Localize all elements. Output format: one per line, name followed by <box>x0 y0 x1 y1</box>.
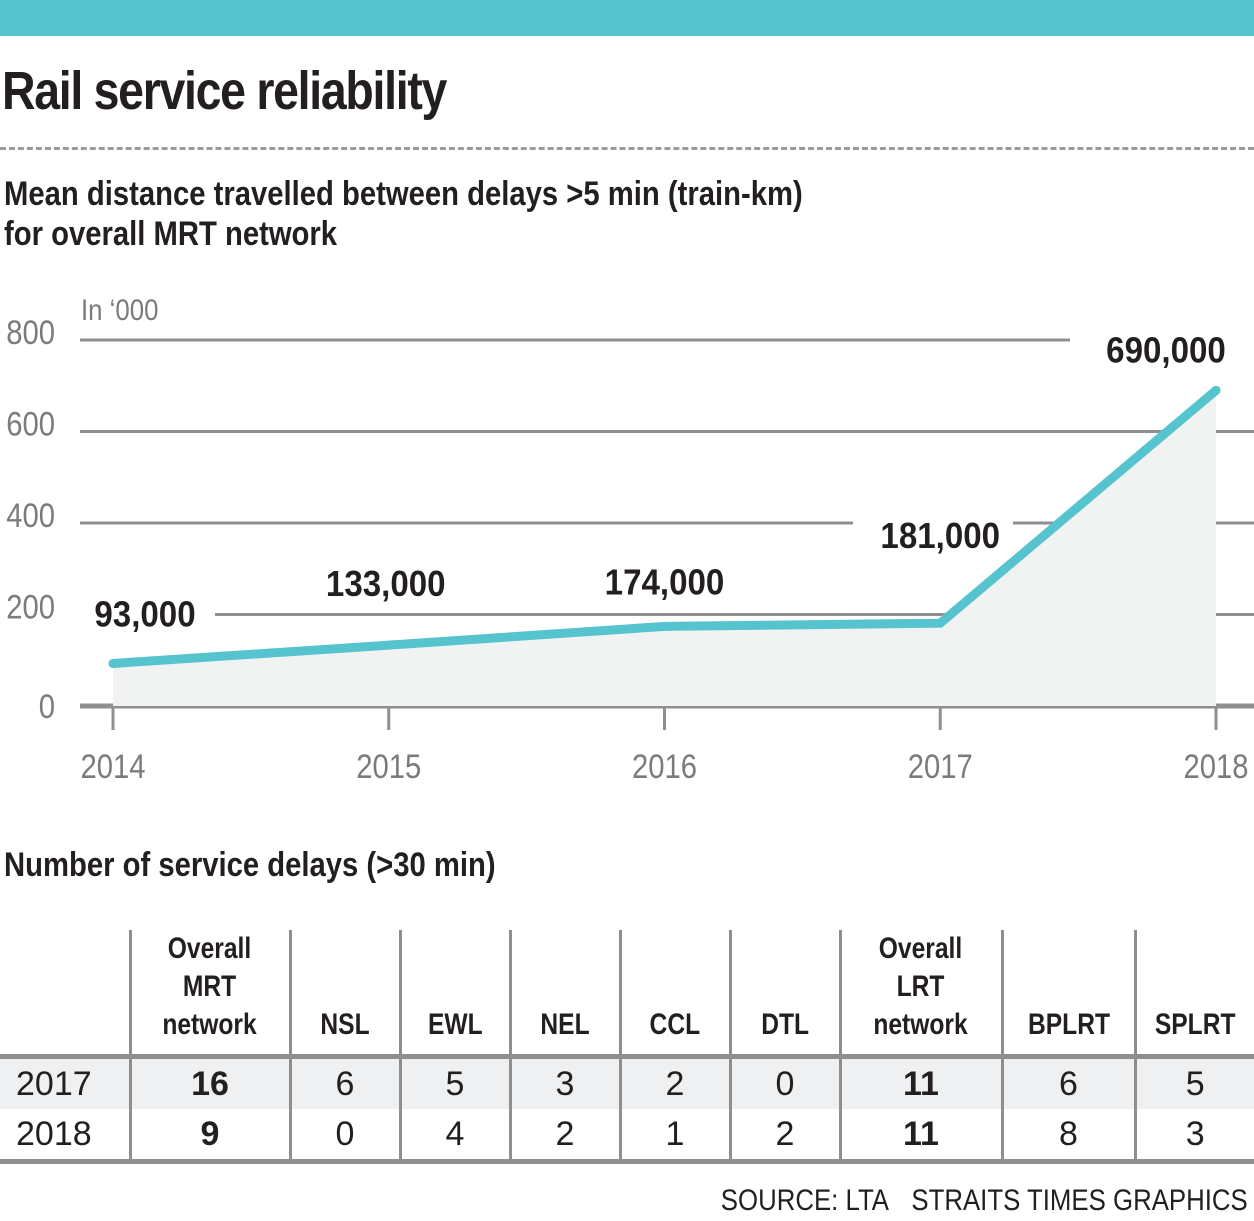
dashed-divider <box>0 147 1254 150</box>
x-tick-label: 2018 <box>1183 747 1248 786</box>
row-year: 2017 <box>16 1064 92 1103</box>
table-cell: 2 <box>728 1109 840 1162</box>
y-tick-label: 400 <box>6 496 55 535</box>
data-point <box>1211 385 1221 395</box>
header-label-line: CCL <box>649 1008 701 1041</box>
data-point <box>108 658 118 668</box>
header-label-line: NEL <box>540 1008 590 1041</box>
header-label: NEL <box>540 1006 589 1044</box>
header-label-line: Overall <box>879 932 963 965</box>
y-axis-ticks: 200 400 600 800 0 <box>6 313 55 726</box>
header-label: CCL <box>650 1006 701 1044</box>
credit-text: STRAITS TIMES GRAPHICS <box>911 1184 1248 1217</box>
table-cell: 9 <box>128 1109 290 1162</box>
header-label-line: network <box>162 1008 258 1041</box>
data-label: 93,000 <box>94 595 195 635</box>
table-cell: 11 <box>838 1109 1002 1162</box>
accent-bar <box>0 0 1254 36</box>
y-tick-label: 0 <box>39 687 55 726</box>
header-label-line: MRT <box>183 970 237 1003</box>
table-cell: 2 <box>618 1056 730 1109</box>
table-cell: 2 <box>508 1109 620 1162</box>
table-cell: 6 <box>288 1056 400 1109</box>
header-label: DTL <box>761 1006 809 1044</box>
table-row: 2018 9 0 4 2 1 2 11 8 3 <box>0 1109 1254 1162</box>
delays-table: Overall MRT network NSL EWL NEL CCL DTL Overall L… <box>0 930 1254 1164</box>
source-text: SOURCE: LTA <box>721 1184 890 1217</box>
header-label: Overall MRT network <box>163 930 257 1044</box>
table-cell: 1 <box>618 1109 730 1162</box>
header-label: EWL <box>428 1006 483 1044</box>
y-tick-label: 200 <box>6 587 55 626</box>
header-cell: Overall MRT network <box>128 930 290 1057</box>
header-label: NSL <box>320 1006 369 1044</box>
table-cell: 4 <box>398 1109 510 1162</box>
header-cell: NEL <box>508 930 620 1057</box>
header-label: BPLRT <box>1028 1006 1110 1044</box>
header-label-line: SPLRT <box>1154 1008 1236 1041</box>
table-cell: 11 <box>838 1056 1002 1109</box>
header-label-line: NSL <box>320 1008 370 1041</box>
header-cell: EWL <box>398 930 510 1057</box>
y-unit-label: In ‘000 <box>81 293 158 326</box>
header-label-line: LRT <box>897 970 945 1003</box>
table-cell: 6 <box>1000 1056 1135 1109</box>
header-cell: NSL <box>288 930 400 1057</box>
data-point <box>384 640 394 650</box>
source-credit: SOURCE: LTA STRAITS TIMES GRAPHICS <box>721 1184 1248 1218</box>
area-fill-layer <box>113 390 1216 706</box>
data-point <box>660 621 669 631</box>
x-tick-label: 2016 <box>632 747 697 786</box>
row-year: 2018 <box>16 1114 92 1153</box>
header-label-line: Overall <box>168 932 252 965</box>
x-axis-ticks: 2014 2015 2016 2017 2018 <box>80 706 1249 786</box>
data-label: 690,000 <box>1106 331 1226 371</box>
x-tick-label: 2015 <box>356 747 421 786</box>
y-tick-label: 800 <box>6 313 55 352</box>
chart-title: Mean distance travelled between delays >… <box>4 174 803 254</box>
header-cell-empty <box>0 930 130 1057</box>
table-title: Number of service delays (>30 min) <box>4 846 496 884</box>
header-cell: BPLRT <box>1000 930 1135 1057</box>
area-fill <box>113 390 1216 706</box>
header-label-line: network <box>873 1008 969 1041</box>
data-label: 133,000 <box>326 565 446 605</box>
data-label: 181,000 <box>880 517 1000 557</box>
header-cell: CCL <box>618 930 730 1057</box>
table-cell: 8 <box>1000 1109 1135 1162</box>
y-tick-label: 600 <box>6 404 55 443</box>
data-label: 174,000 <box>605 563 725 603</box>
header-label: Overall LRT network <box>874 930 968 1044</box>
table-header-row: Overall MRT network NSL EWL NEL CCL DTL Overall L… <box>0 930 1254 1057</box>
header-cell: Overall LRT network <box>838 930 1002 1057</box>
chart-title-line-2: for overall MRT network <box>4 215 338 253</box>
data-point <box>935 618 945 628</box>
header-label-line: EWL <box>427 1008 483 1041</box>
x-tick-label: 2017 <box>908 747 973 786</box>
table-cell: 5 <box>1133 1056 1254 1109</box>
table-cell: 0 <box>728 1056 840 1109</box>
table-cell: 16 <box>128 1056 290 1109</box>
page-title: Rail service reliability <box>2 61 447 121</box>
line-chart: 200 400 600 800 0 2014 2015 2016 2017 2018 93,00… <box>6 293 1254 786</box>
header-cell: SPLRT <box>1133 930 1254 1057</box>
series-line-layer <box>108 385 1221 668</box>
header-label-line: DTL <box>761 1008 809 1041</box>
table-cell: 3 <box>1133 1109 1254 1162</box>
x-tick-label: 2014 <box>80 747 145 786</box>
chart-title-line-1: Mean distance travelled between delays >… <box>4 175 803 213</box>
header-label: SPLRT <box>1155 1006 1236 1044</box>
table-cell: 3 <box>508 1056 620 1109</box>
table-cell: 0 <box>288 1109 400 1162</box>
table-row: 2017 16 6 5 3 2 0 11 6 5 <box>0 1056 1254 1109</box>
data-labels: 93,000 133,000 174,000 181,000 690,000 <box>94 331 1225 635</box>
table-cell: 5 <box>398 1056 510 1109</box>
header-label-line: BPLRT <box>1027 1008 1110 1041</box>
header-cell: DTL <box>728 930 840 1057</box>
